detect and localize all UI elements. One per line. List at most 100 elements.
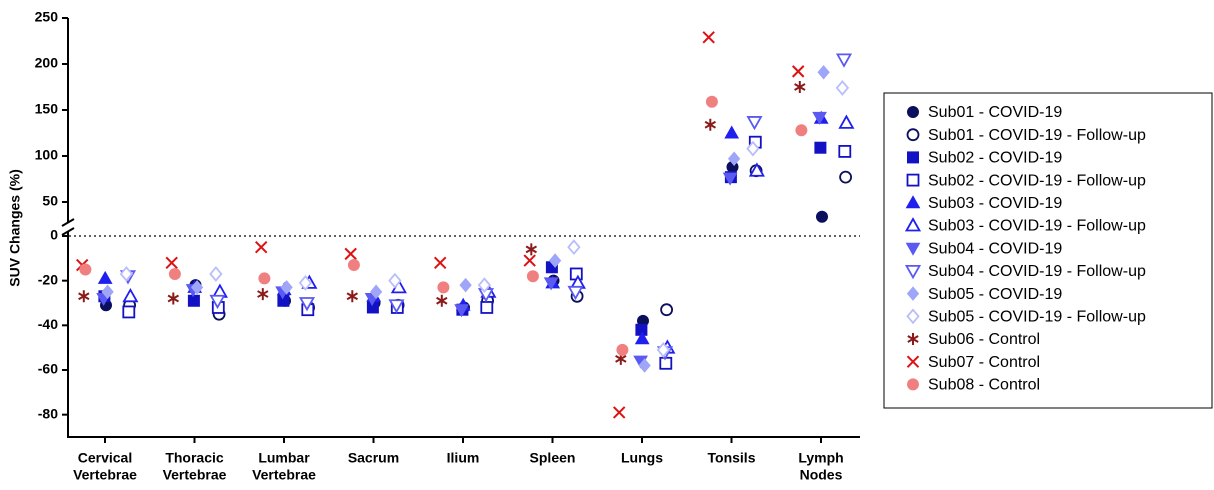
point — [433, 256, 447, 270]
legend-label: Sub06 - Control — [928, 331, 1040, 348]
point — [459, 277, 472, 293]
legend-label: Sub08 - Control — [928, 377, 1040, 394]
legend-marker — [906, 308, 920, 325]
point — [722, 172, 738, 186]
x-tick-label: Nodes — [800, 467, 843, 483]
point — [477, 277, 492, 294]
legend-marker — [906, 286, 920, 301]
point — [612, 406, 626, 419]
legend-label: Sub04 - COVID-19 — [928, 240, 1062, 257]
legend-marker — [905, 242, 921, 256]
point — [480, 301, 494, 314]
x-tick-label: Lymph — [798, 450, 843, 466]
legend-label: Sub01 - COVID-19 - Follow-up — [928, 127, 1146, 144]
x-tick-label: Tonsils — [708, 450, 756, 466]
point — [838, 114, 855, 129]
point — [254, 240, 268, 254]
point — [548, 253, 562, 268]
point — [543, 277, 559, 291]
legend-marker — [904, 265, 922, 280]
legend-label: Sub03 - COVID-19 - Follow-up — [928, 218, 1146, 235]
legend-label: Sub03 - COVID-19 — [928, 195, 1062, 212]
point — [122, 287, 139, 303]
point — [523, 254, 536, 267]
point — [839, 170, 852, 184]
point — [119, 266, 134, 282]
point — [454, 304, 469, 318]
y-tick-label: 150 — [35, 101, 59, 117]
point — [724, 125, 740, 139]
y-tick-label: 0 — [50, 227, 58, 243]
point — [209, 266, 223, 282]
point — [388, 299, 405, 314]
legend-label: Sub02 - COVID-19 - Follow-up — [928, 172, 1146, 189]
point — [298, 297, 316, 312]
legend-marker — [907, 333, 919, 345]
y-tick-label: -20 — [38, 271, 58, 287]
point — [659, 356, 673, 370]
point — [369, 284, 383, 300]
x-tick-label: Vertebrae — [163, 467, 227, 483]
point — [167, 292, 179, 305]
point — [257, 288, 269, 301]
point — [638, 358, 651, 373]
y-tick-label: -60 — [38, 361, 58, 377]
x-tick-label: Cervical — [78, 450, 132, 466]
point — [835, 80, 850, 96]
point — [567, 239, 581, 256]
point — [616, 343, 629, 356]
point — [280, 280, 293, 295]
y-tick-label: 250 — [35, 9, 59, 25]
point — [346, 290, 358, 303]
legend-label: Sub05 - COVID-19 - Follow-up — [928, 309, 1146, 326]
y-tick-label: 200 — [35, 55, 59, 71]
point — [526, 270, 539, 283]
point — [835, 53, 853, 68]
legend-label: Sub05 - COVID-19 — [928, 286, 1062, 303]
point — [187, 294, 200, 307]
legend-marker — [907, 378, 919, 391]
point — [727, 151, 741, 167]
point — [388, 272, 402, 289]
point — [258, 272, 271, 285]
legend-marker — [905, 195, 921, 209]
legend-label: Sub01 - COVID-19 — [928, 104, 1062, 121]
point — [656, 342, 671, 358]
point — [101, 284, 114, 300]
legend-marker — [906, 128, 920, 142]
x-tick-label: Sacrum — [348, 450, 399, 466]
point — [704, 118, 716, 131]
x-tick-label: Spleen — [530, 450, 576, 466]
legend-marker — [906, 173, 920, 187]
point — [525, 243, 537, 256]
x-tick-label: Ilium — [447, 450, 480, 466]
point — [122, 305, 136, 319]
point — [812, 111, 827, 125]
legend — [883, 92, 1213, 409]
point — [705, 95, 718, 108]
point — [347, 259, 360, 272]
point — [168, 267, 181, 280]
legend-marker — [904, 217, 922, 232]
legend-label: Sub04 - COVID-19 - Follow-up — [928, 263, 1146, 280]
point — [79, 263, 92, 276]
axis-break — [61, 218, 75, 227]
point — [794, 81, 806, 93]
y-tick-label: -40 — [38, 316, 58, 332]
y-tick-label: 100 — [35, 147, 59, 163]
legend-marker — [906, 355, 920, 368]
legend-label: Sub07 - Control — [928, 354, 1040, 371]
point — [817, 65, 830, 80]
x-tick-label: Vertebrae — [252, 467, 316, 483]
point — [437, 281, 450, 294]
legend-label: Sub02 - COVID-19 — [928, 150, 1062, 167]
x-tick-label: Lumbar — [258, 450, 310, 466]
point — [97, 270, 113, 284]
point — [746, 116, 763, 131]
point — [78, 290, 90, 303]
point — [814, 141, 827, 154]
point — [795, 124, 808, 137]
legend-marker — [907, 151, 919, 164]
axis-break — [61, 227, 75, 236]
